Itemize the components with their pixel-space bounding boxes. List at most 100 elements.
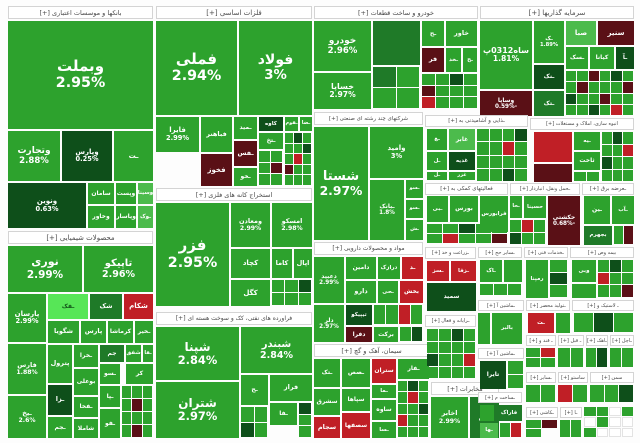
stock-tile-small[interactable] [550,272,567,285]
stock-tile-small[interactable] [451,366,463,378]
stock-tile-small[interactable] [566,93,577,104]
stock-tile-small[interactable] [602,144,612,156]
stock-tile[interactable]: ـت [528,313,554,333]
stock-tile-small[interactable] [396,88,419,108]
stock-tile[interactable]: ـزا [48,385,72,415]
stock-tile-small[interactable] [612,169,623,181]
stock-tile-small[interactable] [600,93,611,104]
stock-tile[interactable]: وامید 3% [370,127,423,178]
stock-tile-small[interactable] [577,71,588,82]
sector-header[interactable]: ـساخت م [+] [478,392,522,403]
stock-tile[interactable]: ونوین 0.63% [8,183,86,228]
sector-header[interactable]: ـسایر حج [+] [478,247,522,258]
stock-tile-small[interactable] [285,143,293,154]
stock-tile[interactable]: ـآ [616,47,634,69]
stock-tile-small[interactable] [550,285,567,297]
stock-tile[interactable]: کیانا [590,47,614,69]
stock-tile[interactable]: ـسک [566,47,588,69]
sector-header[interactable]: ـا [+] [560,407,582,418]
stock-tile-small[interactable] [285,164,293,175]
stock-tile-small[interactable] [450,97,463,108]
stock-tile[interactable]: ـما [372,385,396,398]
stock-tile-small[interactable] [577,104,588,115]
sector-header[interactable]: شرکتهای چند رشته ای صنعتی [+] [314,112,423,125]
stock-tile[interactable]: فر [422,48,444,72]
stock-tile-small[interactable] [450,74,463,85]
stock-tile[interactable]: ـت [114,131,153,181]
stock-tile-small[interactable] [508,284,521,295]
stock-tile[interactable]: ـپا [100,386,120,407]
stock-tile-small[interactable] [604,385,619,402]
stock-tile-small[interactable] [303,133,311,143]
stock-tile-small[interactable] [622,93,633,104]
stock-tile-small[interactable] [285,293,298,305]
stock-tile-small[interactable] [271,162,282,174]
stock-tile[interactable]: سمید [427,283,476,311]
stock-tile[interactable]: غزر [449,172,475,180]
stock-tile[interactable]: دعبید 2.99% [314,257,344,303]
stock-tile-small[interactable] [464,74,477,85]
stock-tile-small[interactable] [294,143,302,154]
stock-tile[interactable]: ساوه [372,400,396,420]
stock-tile-small[interactable] [408,426,418,437]
stock-tile-small[interactable] [450,85,463,97]
stock-tile-small[interactable] [299,414,311,426]
stock-tile-small[interactable] [436,85,449,97]
sector-header[interactable]: سرمایه گذاریها [+] [480,6,634,19]
stock-tile[interactable]: ـین [584,196,610,224]
sector-header[interactable]: ـاهک [+] [586,335,608,346]
stock-tile-small[interactable] [522,220,533,232]
stock-tile-small[interactable] [142,412,152,424]
stock-tile[interactable]: دامین [346,257,376,279]
stock-tile[interactable]: ـک 1.89% [534,21,564,63]
stock-tile[interactable]: شپنا 2.84% [156,327,239,380]
stock-tile-small[interactable] [299,426,311,437]
stock-tile-small[interactable] [502,129,515,142]
stock-tile-small[interactable] [477,142,489,155]
stock-tile[interactable]: شفق [126,345,141,362]
stock-tile-small[interactable] [303,154,311,164]
stock-tile[interactable]: ـبی [427,196,448,222]
stock-tile-small[interactable] [602,132,612,144]
stock-tile-small[interactable] [418,403,428,415]
sector-header[interactable]: ـسایر [+] [526,372,556,383]
stock-tile[interactable]: فاراک [496,405,522,421]
stock-tile-small[interactable] [596,417,608,427]
stock-tile[interactable]: کچاد [231,249,270,278]
stock-tile-small[interactable] [427,354,439,366]
stock-tile[interactable]: ـخ [463,48,477,72]
sector-header[interactable]: ـاچل [+] [610,335,634,346]
stock-tile[interactable]: خساپا 2.97% [314,73,371,109]
stock-tile[interactable]: وسینا [138,183,153,204]
stock-tile-small[interactable] [408,381,418,392]
stock-tile-small[interactable] [463,329,475,341]
stock-tile[interactable]: پترول [48,345,72,383]
stock-tile-small[interactable] [386,305,398,324]
sector-header[interactable]: بیمه وص [+] [570,247,634,258]
stock-tile-small[interactable] [610,285,621,297]
sector-header[interactable]: ـتولید محصر [+] [526,300,570,311]
sector-header[interactable]: استخراج کانه های فلزی [+] [156,188,312,201]
stock-tile[interactable]: سصفها [342,413,370,438]
stock-tile[interactable]: فخوز [201,154,232,186]
stock-tile-small[interactable] [285,133,293,143]
stock-tile[interactable]: بورس [450,196,478,222]
stock-tile-small[interactable] [271,151,282,162]
stock-tile-small[interactable] [373,67,396,87]
stock-tile[interactable]: ـسز [427,261,449,281]
stock-tile[interactable]: ـح [241,375,268,405]
stock-tile-small[interactable] [611,104,622,115]
stock-tile-small[interactable] [598,272,609,285]
stock-tile-small[interactable] [427,329,439,341]
stock-tile[interactable]: وتجارت 2.88% [8,131,60,181]
stock-tile-small[interactable] [122,399,132,411]
stock-tile-small[interactable] [600,104,611,115]
stock-tile-small[interactable] [522,232,533,244]
stock-tile-small[interactable] [122,412,132,424]
stock-tile-small[interactable] [272,280,285,292]
stock-tile-small[interactable] [427,366,439,378]
stock-tile-small[interactable] [439,329,451,341]
stock-tile-small[interactable] [418,381,428,392]
stock-tile-small[interactable] [623,157,633,169]
stock-tile-small[interactable] [508,361,523,374]
